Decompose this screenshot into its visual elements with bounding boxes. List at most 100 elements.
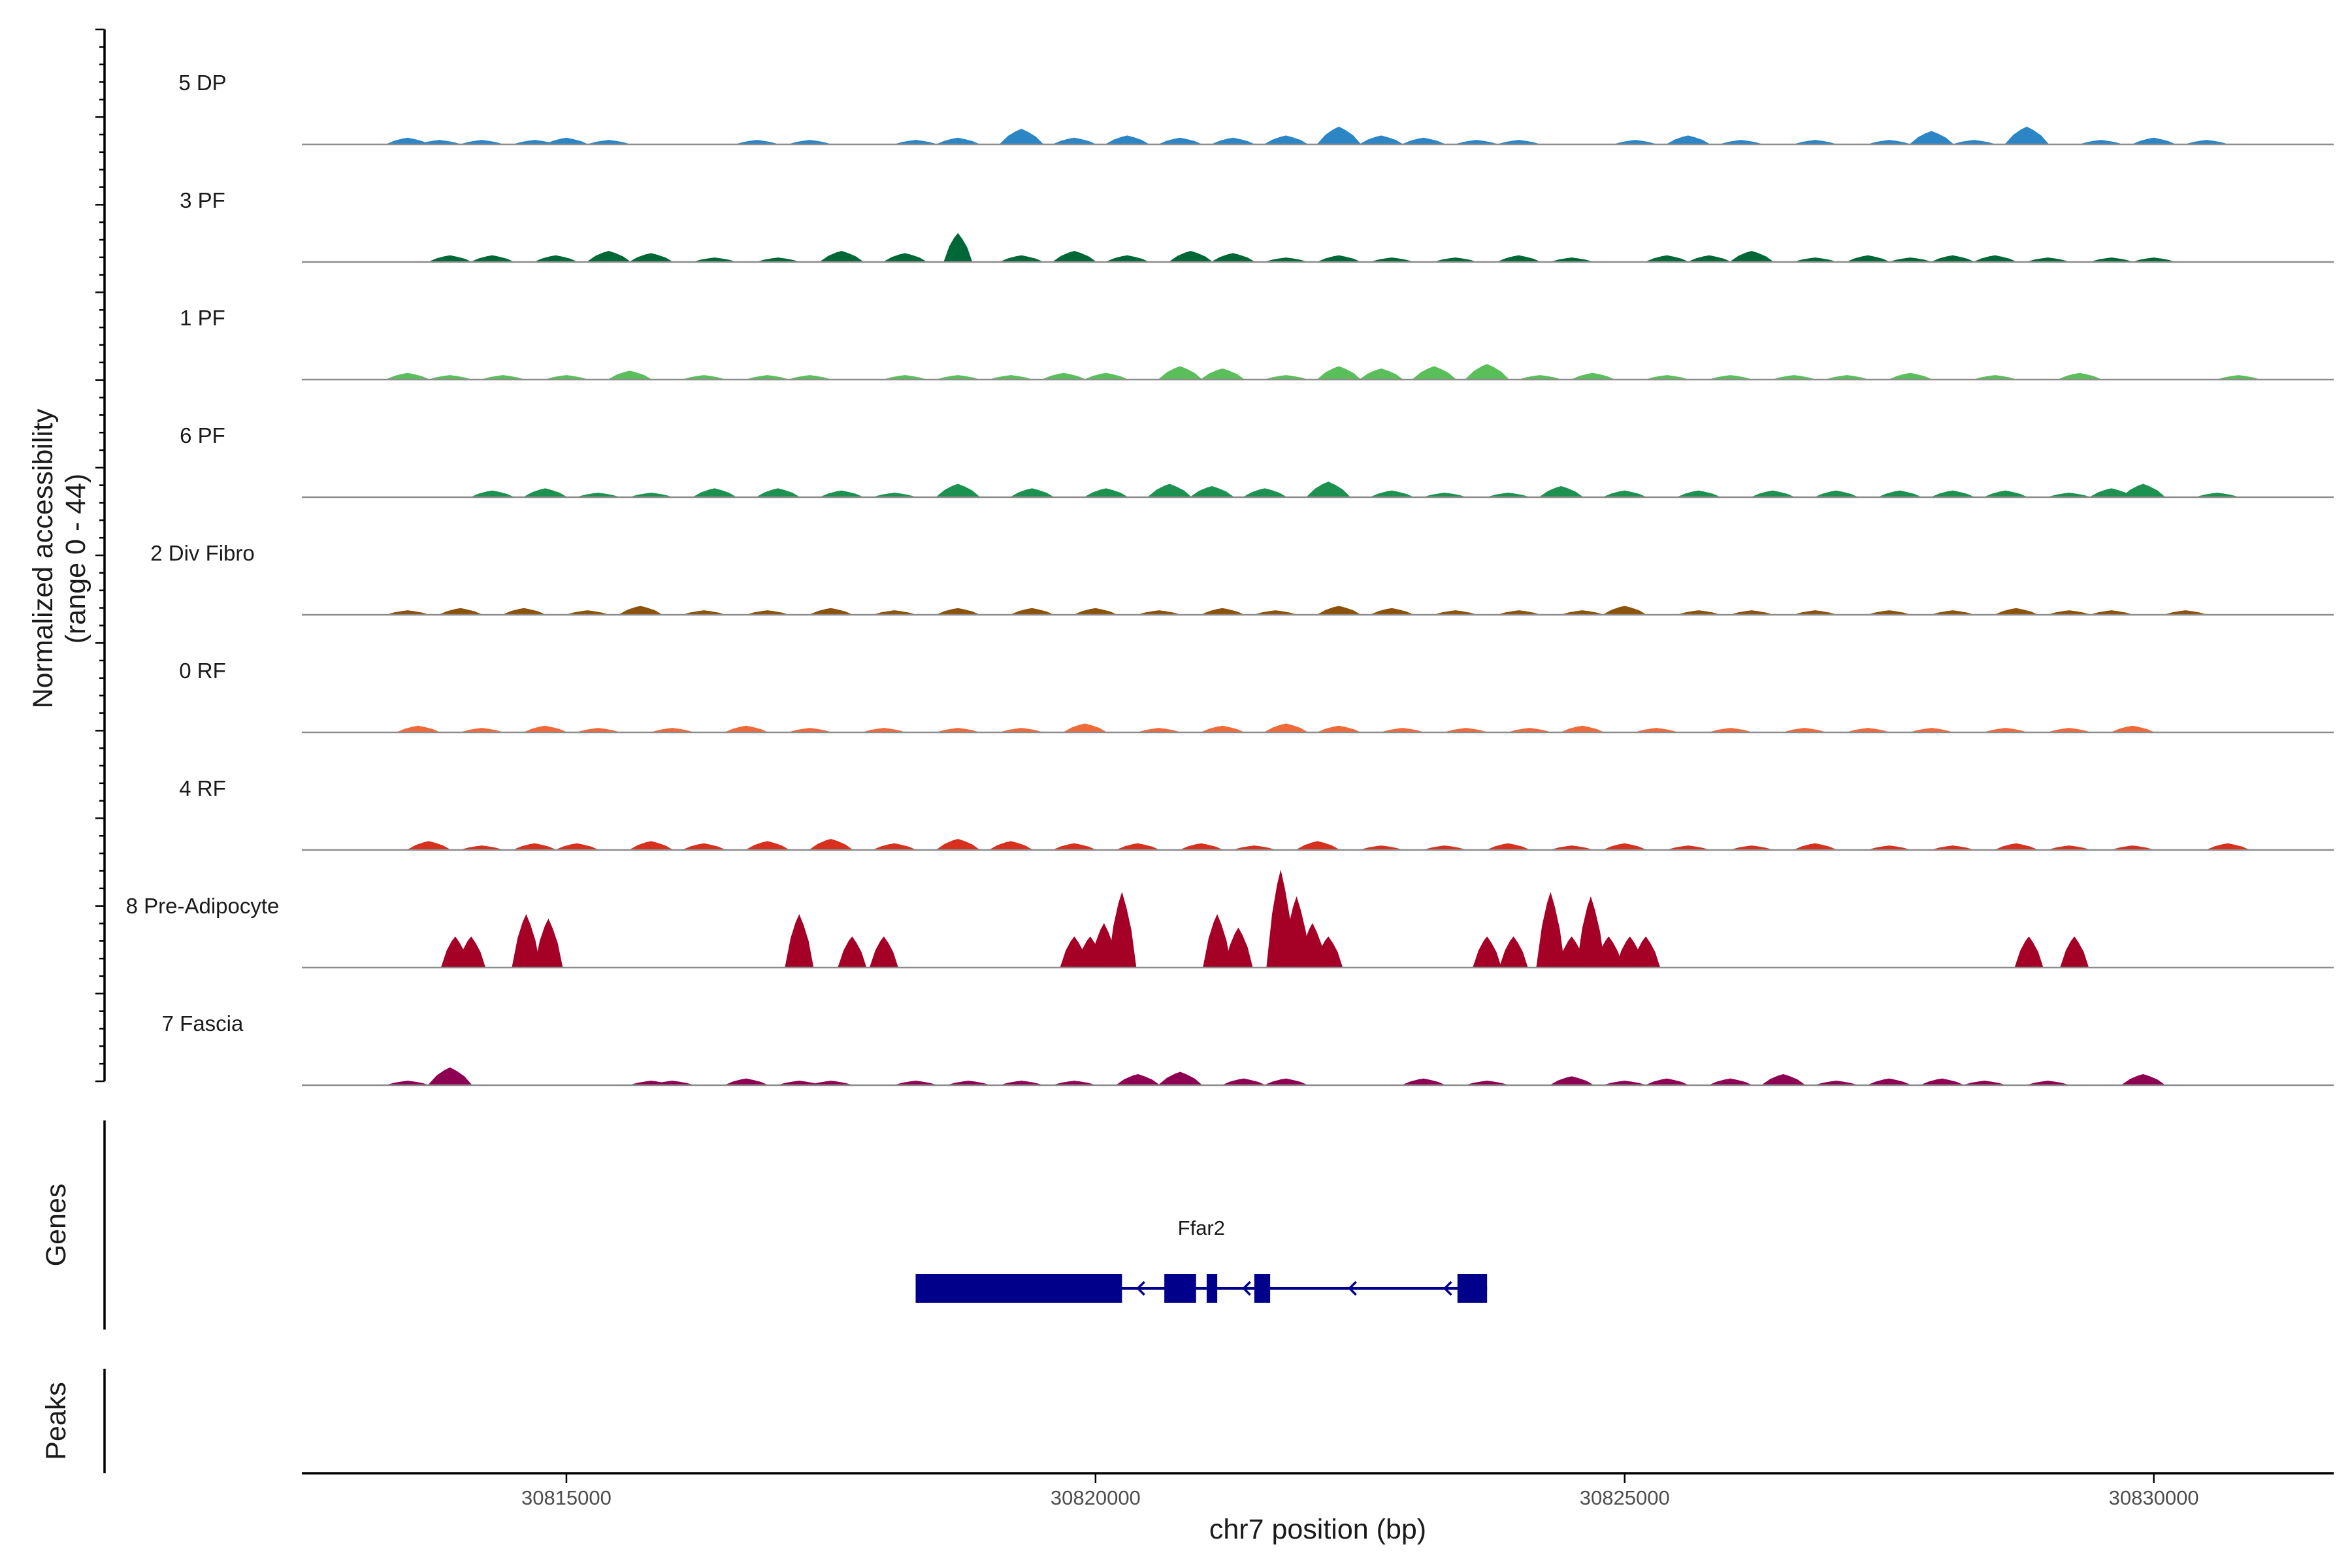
peak — [1401, 137, 1446, 144]
peak — [734, 140, 779, 144]
peak — [1137, 610, 1182, 615]
peak — [1507, 728, 1552, 732]
peak — [872, 610, 917, 615]
y-axis-title-line2: (range 0 - 44) — [60, 474, 91, 644]
peak — [869, 936, 898, 968]
peak — [755, 488, 800, 497]
peak — [2110, 725, 2155, 732]
peak — [1549, 257, 1594, 262]
peak — [1930, 845, 1975, 850]
peak — [819, 250, 864, 262]
peak — [2047, 610, 2092, 615]
peak — [787, 140, 832, 144]
peak — [1952, 140, 1997, 144]
peak — [872, 493, 917, 497]
peak — [1253, 610, 1298, 615]
peak — [1718, 140, 1763, 144]
x-axis-title: chr7 position (bp) — [1209, 1514, 1426, 1545]
peak — [1433, 610, 1478, 615]
peak — [936, 375, 981, 380]
peak — [936, 728, 981, 732]
peak — [2025, 1081, 2070, 1085]
peak — [692, 257, 737, 262]
track-0: 5 DP — [178, 71, 2334, 146]
peak — [1930, 610, 1975, 615]
peak — [480, 375, 525, 380]
y-axis-ticks — [95, 28, 105, 1083]
peak — [459, 728, 504, 732]
peak — [1687, 255, 1732, 262]
track-label: 7 Fascia — [162, 1011, 244, 1036]
peak — [1203, 914, 1232, 968]
peak — [1073, 608, 1118, 615]
peak — [988, 375, 1034, 380]
peak — [2089, 257, 2134, 262]
peak — [459, 845, 504, 850]
gene-track: Ffar2 — [915, 1217, 1488, 1303]
peak — [1867, 140, 1912, 144]
peak — [1359, 135, 1404, 144]
peak — [1634, 728, 1679, 732]
peak — [1380, 728, 1425, 732]
peak — [2089, 610, 2134, 615]
peak — [1539, 485, 1584, 497]
peak — [1158, 1071, 1203, 1085]
peak — [1983, 728, 2028, 732]
peak — [1761, 1073, 1806, 1085]
peak — [1771, 375, 1816, 380]
peak — [936, 608, 981, 615]
peak — [2216, 375, 2261, 380]
peak — [1264, 1078, 1309, 1085]
peak — [2047, 728, 2092, 732]
peak — [2195, 493, 2240, 497]
peak — [1052, 250, 1097, 262]
peak — [1665, 845, 1710, 850]
track-6: 4 RF — [179, 776, 2334, 851]
peak — [1571, 372, 1616, 380]
peak — [1972, 375, 2017, 380]
peak — [2078, 140, 2123, 144]
peak — [1708, 1078, 1753, 1085]
peak — [457, 936, 486, 968]
peak — [2014, 936, 2044, 968]
peak — [1560, 725, 1605, 732]
peak — [1496, 255, 1541, 262]
peak — [872, 843, 917, 850]
peak — [649, 728, 694, 732]
strand-arrow — [1348, 1281, 1357, 1296]
peak — [999, 255, 1044, 262]
peak — [819, 490, 864, 497]
peak — [1888, 372, 1933, 380]
peak — [1560, 610, 1605, 615]
peak — [1814, 490, 1859, 497]
peak — [1594, 936, 1624, 968]
peak — [1536, 892, 1565, 968]
peak — [544, 375, 589, 380]
peak — [1062, 723, 1107, 732]
peak — [385, 372, 430, 380]
peak — [999, 129, 1044, 144]
peak — [787, 375, 832, 380]
peak — [470, 490, 515, 497]
peak — [1846, 728, 1891, 732]
peak — [1211, 253, 1256, 262]
peak — [565, 610, 610, 615]
peak — [883, 253, 928, 262]
peak — [2131, 257, 2176, 262]
peak — [1962, 1081, 2007, 1085]
peak — [1009, 608, 1054, 615]
peak — [2025, 257, 2070, 262]
track-label: 1 PF — [180, 306, 225, 330]
peak — [1107, 892, 1137, 968]
peak — [1496, 610, 1541, 615]
peak — [1549, 1076, 1594, 1085]
peak — [1359, 845, 1404, 850]
track-label: 5 DP — [178, 71, 226, 95]
peak — [943, 233, 973, 262]
peak — [1115, 1073, 1160, 1085]
peak — [1105, 255, 1150, 262]
peak — [2110, 845, 2155, 850]
peak — [1232, 845, 1277, 850]
peak — [512, 914, 541, 968]
